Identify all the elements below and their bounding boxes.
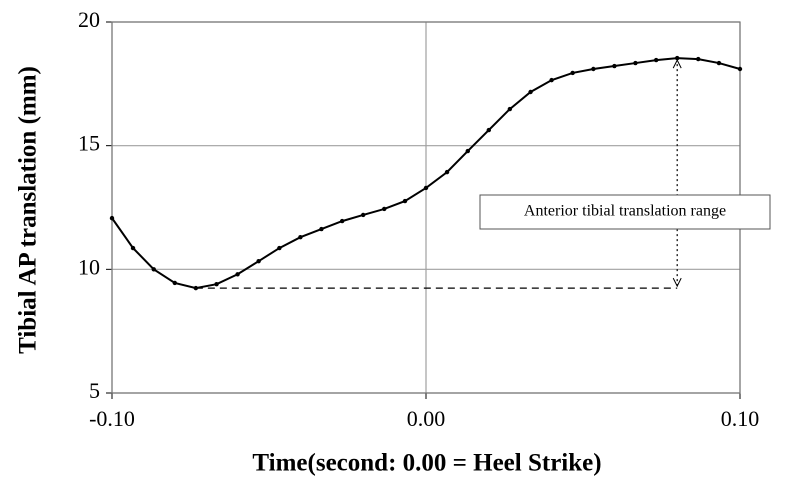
- data-point: [214, 281, 219, 287]
- y-tick-label: 15: [78, 131, 100, 156]
- x-tick-label: 0.10: [721, 406, 760, 431]
- data-point: [549, 77, 554, 83]
- data-point: [172, 280, 177, 286]
- data-point: [444, 169, 450, 175]
- data-point: [277, 245, 282, 251]
- data-point: [298, 234, 303, 240]
- data-point: [361, 212, 366, 218]
- data-point: [696, 56, 701, 62]
- data-point: [423, 185, 429, 191]
- x-tick-label: 0.00: [407, 406, 446, 431]
- data-point: [716, 60, 722, 66]
- data-point: [737, 66, 743, 72]
- data-point: [382, 206, 387, 212]
- data-point: [109, 215, 115, 221]
- data-point: [465, 148, 470, 154]
- data-point: [319, 226, 324, 232]
- data-point: [633, 60, 638, 66]
- data-point: [675, 55, 680, 61]
- annotation-box: [479, 194, 771, 230]
- data-point: [256, 258, 261, 264]
- y-tick-label: 20: [78, 7, 100, 32]
- data-point: [339, 218, 345, 224]
- x-axis-title: Time(second: 0.00 = Heel Strike): [252, 450, 601, 477]
- data-point: [591, 66, 596, 72]
- x-tick-label: -0.10: [89, 406, 135, 431]
- data-point: [653, 57, 659, 63]
- data-point: [402, 198, 408, 204]
- data-point: [486, 127, 491, 133]
- data-point: [528, 89, 533, 95]
- arrow-head: [672, 277, 682, 288]
- data-point: [570, 70, 575, 76]
- y-tick-label: 5: [89, 378, 100, 403]
- data-point: [235, 272, 240, 277]
- y-axis-title: Tibial AP translation (mm): [15, 66, 42, 354]
- data-point: [151, 267, 156, 272]
- arrow-head: [672, 58, 682, 69]
- data-point: [130, 245, 136, 251]
- annotation: Anterior tibial translation range: [524, 203, 726, 220]
- data-point: [507, 106, 513, 112]
- data-point: [612, 63, 617, 69]
- y-tick-label: 10: [78, 254, 100, 279]
